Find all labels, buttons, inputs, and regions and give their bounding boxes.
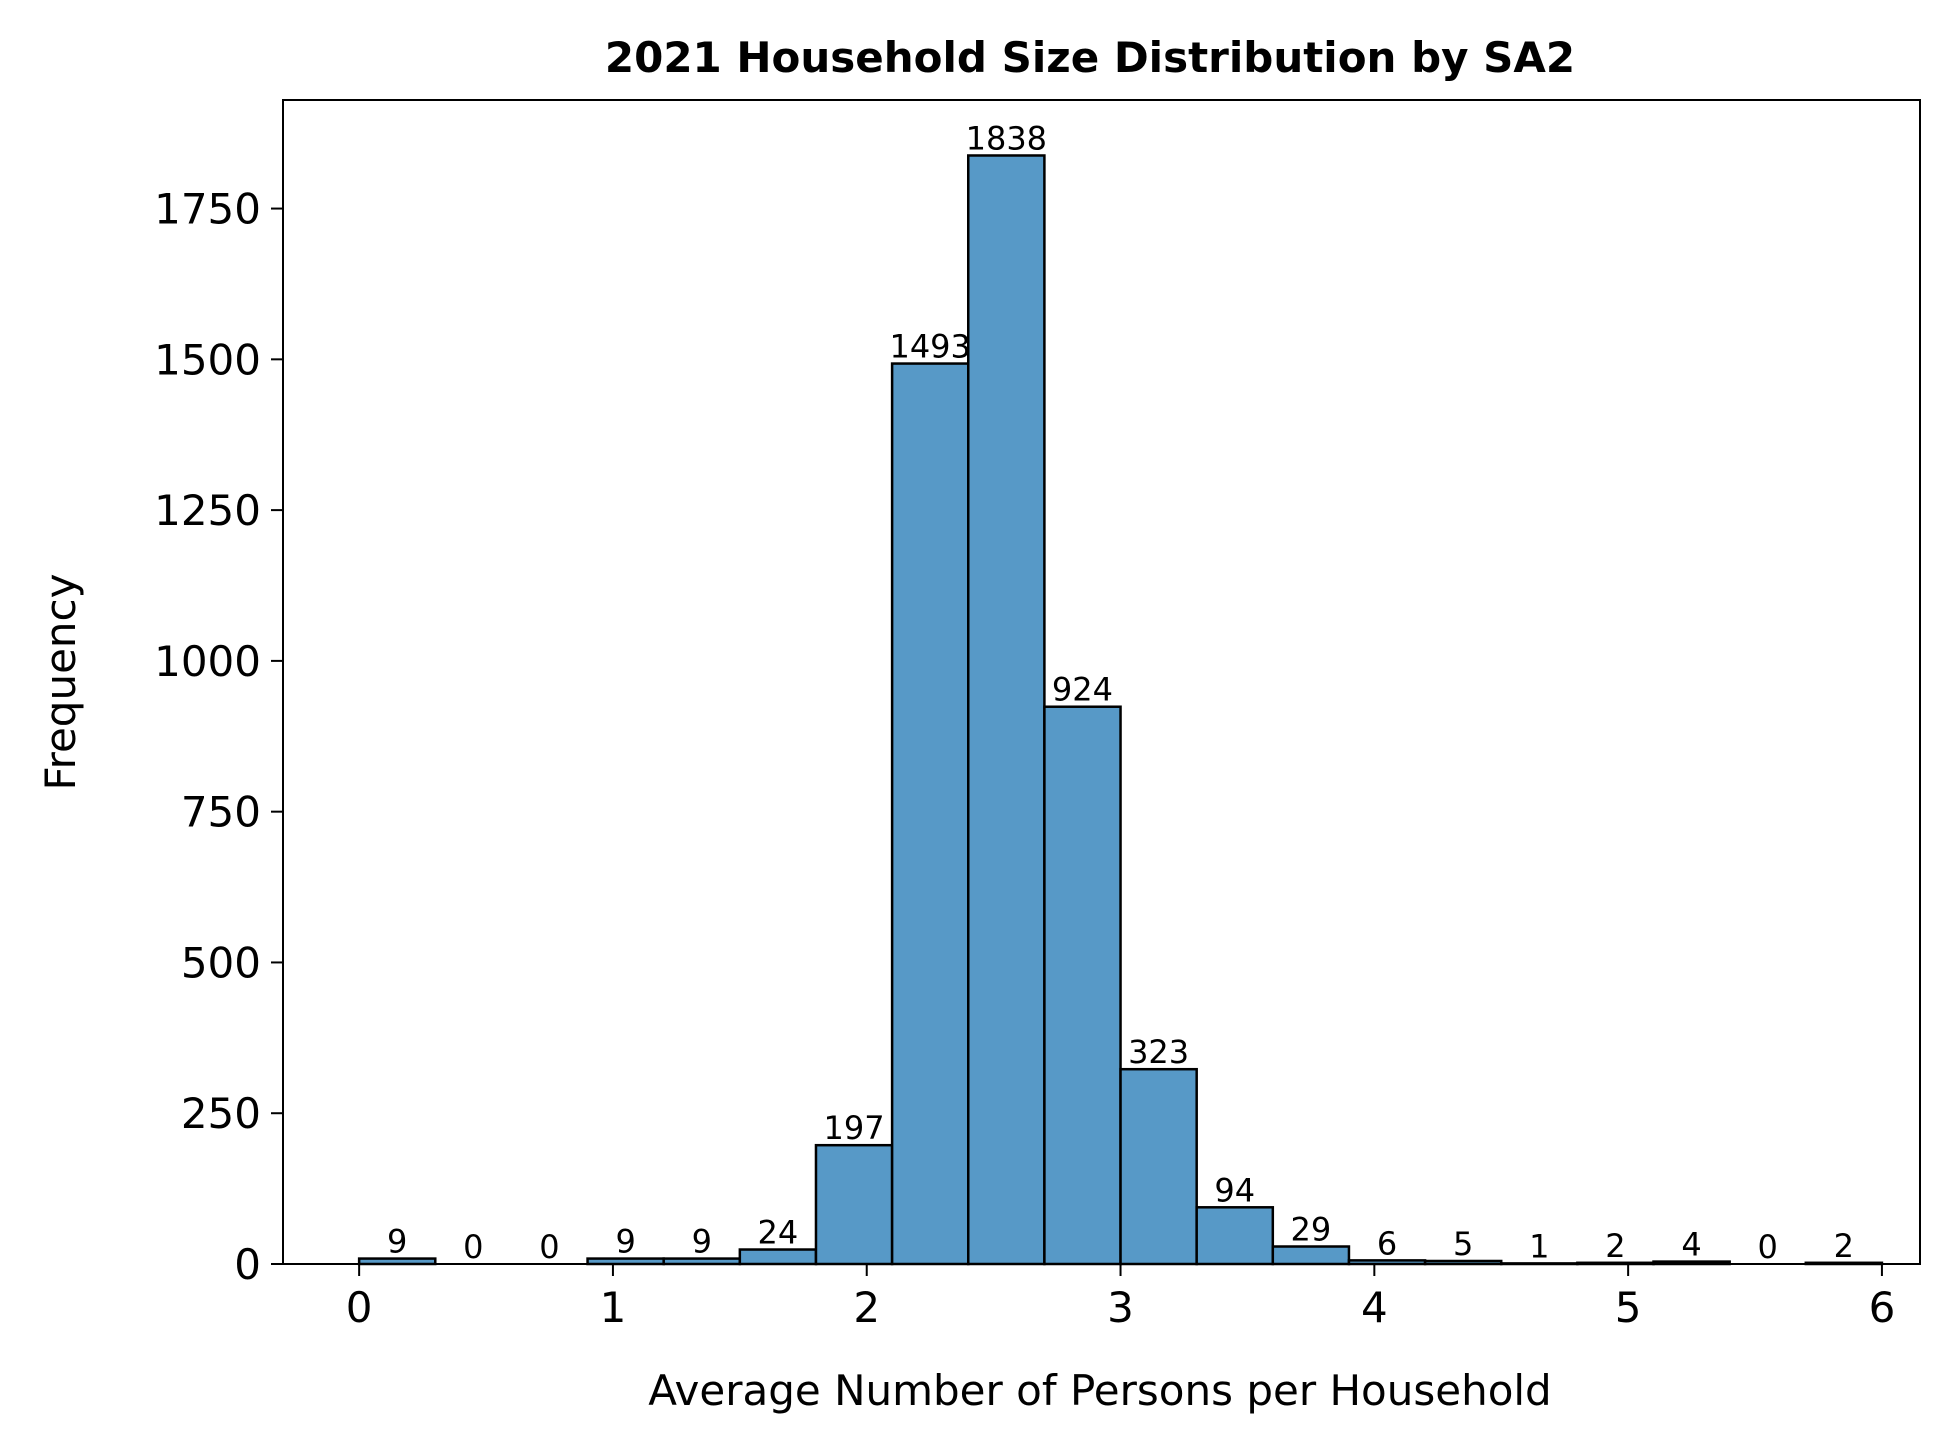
y-axis-label: Frequency bbox=[36, 574, 85, 791]
x-axis: 0 1 2 3 4 5 6 bbox=[346, 1264, 1896, 1332]
bar-value-label: 2 bbox=[1605, 1227, 1625, 1265]
bar bbox=[1271, 1245, 1351, 1266]
x-tick-label: 3 bbox=[1107, 1283, 1134, 1332]
y-tick-label: 250 bbox=[181, 1089, 261, 1138]
bar-value-label: 24 bbox=[758, 1214, 799, 1252]
bar-value-label: 4 bbox=[1681, 1226, 1701, 1264]
y-tick-label: 750 bbox=[181, 788, 261, 837]
bars-group bbox=[357, 154, 1884, 1266]
y-tick-label: 1000 bbox=[154, 637, 261, 686]
bar bbox=[1119, 1067, 1198, 1266]
bar bbox=[967, 154, 1046, 1266]
bar-value-label: 94 bbox=[1214, 1171, 1255, 1209]
bar-value-label: 1493 bbox=[889, 328, 970, 366]
bar bbox=[738, 1248, 818, 1266]
bar bbox=[890, 362, 970, 1266]
bar-value-label: 29 bbox=[1291, 1211, 1332, 1249]
x-tick-label: 2 bbox=[853, 1283, 880, 1332]
bar-value-label: 6 bbox=[1377, 1224, 1397, 1262]
y-tick-label: 1250 bbox=[154, 486, 261, 535]
y-tick-label: 1500 bbox=[154, 335, 261, 384]
y-axis: 0 250 500 750 1000 1250 1500 1750 bbox=[154, 185, 283, 1289]
bar-value-label: 924 bbox=[1052, 671, 1113, 709]
x-tick-label: 4 bbox=[1361, 1283, 1388, 1332]
bar-value-label: 0 bbox=[1758, 1228, 1778, 1266]
bar-value-label: 323 bbox=[1128, 1033, 1189, 1071]
bar bbox=[1195, 1206, 1275, 1266]
bar-value-label: 1838 bbox=[966, 119, 1047, 157]
bar bbox=[1043, 705, 1122, 1266]
bar-value-label: 5 bbox=[1453, 1225, 1473, 1263]
x-tick-label: 1 bbox=[600, 1283, 627, 1332]
bar-value-label: 9 bbox=[692, 1223, 712, 1261]
y-tick-label: 1750 bbox=[154, 185, 261, 234]
y-tick-label: 0 bbox=[234, 1240, 261, 1289]
x-tick-label: 5 bbox=[1615, 1283, 1642, 1332]
bar bbox=[814, 1143, 894, 1266]
x-tick-label: 0 bbox=[346, 1283, 373, 1332]
bar-value-label: 2 bbox=[1834, 1227, 1854, 1265]
bar-value-label: 9 bbox=[615, 1223, 635, 1261]
bar-value-label: 1 bbox=[1529, 1227, 1549, 1265]
x-axis-label: Average Number of Persons per Household bbox=[648, 1366, 1551, 1415]
plot-frame bbox=[282, 99, 1921, 1265]
bar-value-label: 197 bbox=[824, 1109, 885, 1147]
x-tick-label: 6 bbox=[1869, 1283, 1896, 1332]
chart-title: 2021 Household Size Distribution by SA2 bbox=[605, 33, 1575, 82]
bar-value-label: 0 bbox=[463, 1228, 483, 1266]
bar-value-label: 0 bbox=[539, 1228, 559, 1266]
y-tick-label: 500 bbox=[181, 938, 261, 987]
bar-value-label: 9 bbox=[387, 1223, 407, 1261]
